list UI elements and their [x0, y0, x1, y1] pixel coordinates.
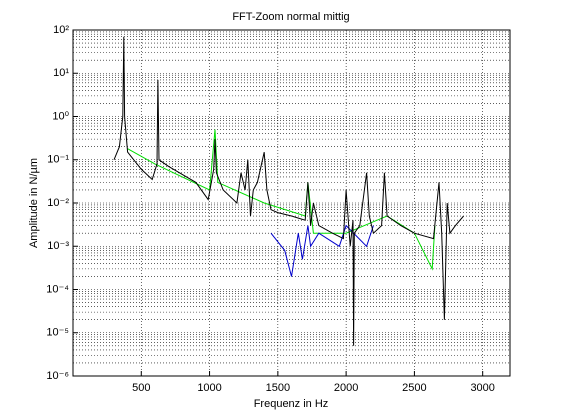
plot-frame	[72, 29, 511, 377]
x-tick-label: 3000	[470, 382, 494, 394]
y-tick-label: 10⁻⁴	[46, 283, 69, 295]
data-line	[113, 36, 464, 346]
y-tick-label: 10¹	[53, 67, 69, 79]
y-tick-label: 10⁻³	[47, 240, 69, 252]
data-line	[270, 224, 374, 277]
y-tick-label: 10⁻⁶	[46, 370, 69, 382]
x-tick-label: 1500	[266, 382, 290, 394]
y-axis-label: Amplitude in N/µm	[28, 158, 40, 248]
y-tick-label: 10⁻⁵	[46, 327, 69, 339]
y-tick-label: 10⁻¹	[47, 154, 69, 166]
y-tick-label: 10⁻²	[47, 197, 69, 209]
x-tick-label: 2000	[334, 382, 358, 394]
y-tick-label: 10⁰	[52, 110, 69, 122]
x-axis-label: Frequenz in Hz	[254, 398, 329, 410]
x-tick-label: 2500	[402, 382, 426, 394]
chart-title: FFT-Zoom normal mittig	[232, 11, 349, 23]
x-tick-label: 500	[132, 382, 150, 394]
y-tick-label: 10²	[53, 24, 69, 36]
x-tick-label: 1000	[197, 382, 221, 394]
